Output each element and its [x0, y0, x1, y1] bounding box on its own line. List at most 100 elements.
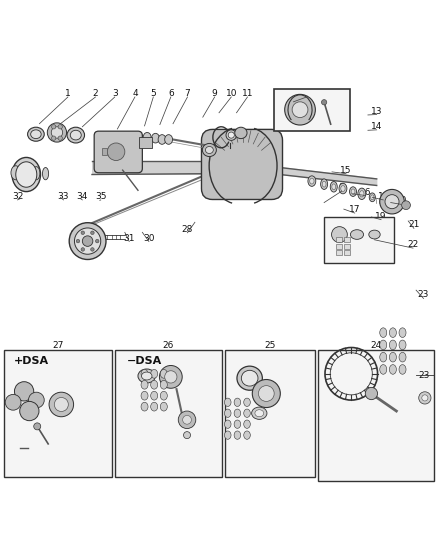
Text: 13: 13 [371, 107, 382, 116]
Circle shape [81, 231, 85, 235]
Ellipse shape [369, 230, 380, 239]
Ellipse shape [369, 193, 375, 201]
Ellipse shape [371, 195, 374, 200]
Ellipse shape [160, 369, 167, 378]
Text: 19: 19 [375, 212, 387, 221]
Ellipse shape [160, 391, 167, 400]
Ellipse shape [389, 340, 396, 350]
Ellipse shape [380, 365, 387, 374]
Ellipse shape [321, 179, 328, 189]
Ellipse shape [380, 328, 387, 337]
Circle shape [422, 395, 428, 401]
Ellipse shape [380, 352, 387, 362]
Text: 26: 26 [162, 341, 174, 350]
Ellipse shape [141, 372, 152, 380]
Text: 20: 20 [395, 196, 406, 205]
Ellipse shape [332, 184, 336, 190]
Ellipse shape [399, 328, 406, 337]
Circle shape [107, 143, 125, 160]
Circle shape [69, 223, 106, 260]
FancyBboxPatch shape [201, 130, 283, 199]
Ellipse shape [252, 407, 267, 419]
Circle shape [258, 386, 274, 401]
Ellipse shape [42, 167, 49, 180]
Ellipse shape [350, 230, 364, 239]
Circle shape [159, 366, 182, 388]
Bar [225, 350, 315, 477]
Text: 33: 33 [58, 192, 69, 201]
Text: 32: 32 [12, 192, 23, 201]
Bar [336, 244, 342, 248]
Ellipse shape [141, 369, 148, 378]
Text: 11: 11 [242, 89, 253, 98]
Circle shape [178, 411, 196, 429]
Ellipse shape [234, 409, 241, 417]
Circle shape [365, 387, 378, 400]
Text: 27: 27 [52, 341, 64, 350]
Ellipse shape [158, 135, 166, 144]
Ellipse shape [67, 127, 85, 143]
Ellipse shape [389, 352, 396, 362]
Ellipse shape [399, 365, 406, 374]
Bar [115, 350, 222, 477]
Ellipse shape [141, 381, 148, 389]
Ellipse shape [310, 178, 314, 184]
Ellipse shape [11, 166, 21, 180]
Ellipse shape [339, 183, 347, 194]
Circle shape [385, 195, 399, 209]
Ellipse shape [12, 157, 40, 191]
Ellipse shape [237, 366, 262, 390]
Circle shape [402, 201, 410, 209]
Circle shape [91, 248, 94, 251]
Text: 7: 7 [184, 89, 191, 98]
Ellipse shape [235, 127, 247, 139]
Text: 3: 3 [112, 89, 118, 98]
Text: 30: 30 [143, 233, 155, 243]
Text: 10: 10 [226, 89, 237, 98]
Ellipse shape [244, 398, 251, 407]
Circle shape [321, 100, 327, 105]
Text: 6: 6 [168, 89, 174, 98]
Circle shape [81, 248, 85, 251]
Text: 28: 28 [182, 225, 193, 234]
Circle shape [380, 189, 404, 214]
Ellipse shape [226, 130, 237, 140]
Ellipse shape [225, 398, 231, 407]
Circle shape [332, 227, 347, 243]
Ellipse shape [358, 188, 366, 199]
Ellipse shape [228, 132, 234, 138]
Text: 2: 2 [93, 89, 98, 98]
Text: 35: 35 [95, 192, 106, 201]
Bar [274, 89, 350, 131]
Ellipse shape [241, 370, 258, 386]
Ellipse shape [138, 369, 155, 383]
Ellipse shape [399, 340, 406, 350]
Circle shape [34, 423, 41, 430]
Bar [92, 161, 214, 174]
Circle shape [5, 394, 21, 410]
Text: 23: 23 [418, 290, 429, 300]
Ellipse shape [225, 409, 231, 417]
Text: 18: 18 [378, 192, 389, 201]
Circle shape [14, 382, 34, 401]
Ellipse shape [16, 162, 37, 187]
Ellipse shape [143, 133, 151, 142]
Text: 1: 1 [65, 89, 71, 98]
Ellipse shape [225, 431, 231, 439]
Text: 22: 22 [407, 240, 419, 249]
Circle shape [49, 392, 74, 417]
Circle shape [82, 236, 93, 246]
Text: 12: 12 [301, 89, 312, 98]
Circle shape [184, 432, 191, 439]
Bar [4, 350, 112, 477]
Text: 21: 21 [408, 220, 420, 229]
Ellipse shape [389, 365, 396, 374]
Ellipse shape [160, 381, 167, 389]
Ellipse shape [23, 166, 31, 180]
Ellipse shape [399, 352, 406, 362]
Ellipse shape [31, 130, 41, 139]
Ellipse shape [151, 402, 158, 411]
Text: 31: 31 [124, 233, 135, 243]
Text: 4: 4 [132, 89, 138, 98]
Text: 17: 17 [349, 205, 360, 214]
